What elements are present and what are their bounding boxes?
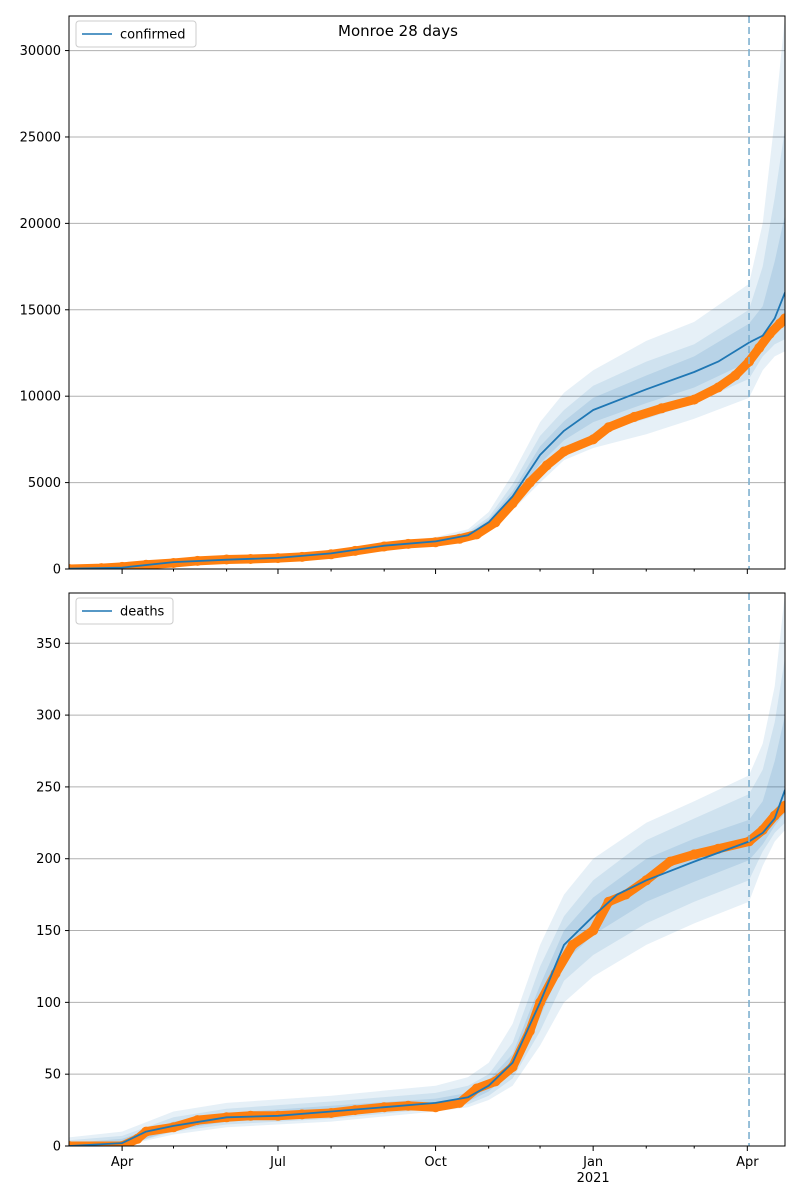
deaths-observed-point — [69, 1141, 74, 1146]
confirmed-data-area — [69, 16, 785, 569]
deaths-band-outer — [69, 593, 785, 1146]
confirmed-observed-point — [490, 517, 501, 528]
deaths-ytick-label: 300 — [36, 709, 61, 724]
confirmed-panel: 0 5000 10000 15000 20000 25000 30000 confirmed — [20, 15, 786, 578]
deaths-band-middle — [69, 657, 785, 1146]
confirmed-observed-point — [524, 477, 535, 488]
confirmed-observed-point — [507, 498, 518, 509]
confirmed-observed-point — [764, 329, 775, 339]
deaths-observed-point — [490, 1076, 501, 1087]
deaths-observed-point — [567, 939, 578, 950]
confirmed-observed-point — [350, 545, 361, 556]
confirmed-observed-point — [656, 403, 667, 414]
confirmed-ytick-label: 15000 — [20, 303, 61, 318]
deaths-observed-point — [588, 925, 599, 936]
deaths-legend: deaths — [75, 597, 174, 625]
confirmed-ytick-label: 30000 — [20, 44, 61, 59]
deaths-model-line — [69, 789, 785, 1146]
confirmed-ytick-label: 0 — [53, 563, 61, 578]
deaths-observed-trace — [69, 801, 785, 1146]
deaths-xtick-label: Jan — [582, 1155, 603, 1170]
confirmed-observed-point — [754, 342, 765, 353]
confirmed-observed-point — [297, 551, 307, 562]
figure-title: Monroe 28 days — [338, 22, 458, 40]
confirmed-plot-layer: 0 5000 10000 15000 20000 25000 30000 — [20, 15, 786, 578]
deaths-xtick-label: Jul — [269, 1155, 286, 1170]
deaths-ytick-label: 100 — [36, 996, 61, 1011]
deaths-xtick-label: Apr — [736, 1155, 759, 1170]
confirmed-legend-label: confirmed — [120, 28, 186, 43]
deaths-observed-point — [757, 825, 768, 835]
deaths-xtick-label: Apr — [111, 1155, 134, 1170]
deaths-ytick-label: 150 — [36, 924, 61, 939]
confirmed-observed-point — [541, 460, 552, 471]
deaths-observed-point — [780, 800, 785, 811]
deaths-legend-box — [75, 597, 174, 625]
deaths-data-area — [69, 593, 785, 1146]
confirmed-legend: confirmed — [75, 20, 197, 48]
deaths-observed-point — [454, 1097, 465, 1108]
confirmed-ytick-label: 20000 — [20, 217, 61, 232]
deaths-ytick-label: 200 — [36, 852, 61, 867]
deaths-observed-point — [689, 849, 700, 860]
deaths-ytick-label: 250 — [36, 780, 61, 795]
confirmed-model-line — [69, 292, 785, 569]
deaths-observed-point — [326, 1108, 337, 1118]
confirmed-observed-point — [780, 313, 785, 324]
confirmed-observed-point — [603, 422, 614, 433]
confirmed-observed-point — [454, 533, 465, 544]
confirmed-observed-point — [713, 382, 724, 393]
confirmed-observed-point — [588, 434, 599, 445]
deaths-ytick-label: 0 — [53, 1140, 61, 1155]
confirmed-observed-point — [629, 411, 640, 422]
deaths-observed-point — [192, 1115, 203, 1126]
deaths-axes-frame — [68, 592, 786, 1147]
confirmed-observed-point — [559, 446, 569, 457]
deaths-ytick-label: 350 — [36, 637, 61, 652]
confirmed-ytick-label: 10000 — [20, 390, 61, 405]
deaths-xtick-year-label: 2021 — [577, 1171, 610, 1186]
confirmed-observed-point — [730, 370, 741, 381]
deaths-ytick-label: 50 — [44, 1068, 61, 1083]
confirmed-observed-point — [689, 394, 700, 405]
confirmed-legend-box — [75, 20, 197, 48]
confirmed-ytick-label: 5000 — [28, 476, 61, 491]
deaths-legend-label: deaths — [120, 605, 165, 620]
confirmed-axes-frame — [68, 15, 786, 570]
deaths-observed-point — [665, 856, 676, 867]
deaths-xtick-label: Oct — [424, 1155, 446, 1170]
deaths-observed-point — [430, 1102, 441, 1113]
confirmed-ytick-label: 25000 — [20, 130, 61, 145]
